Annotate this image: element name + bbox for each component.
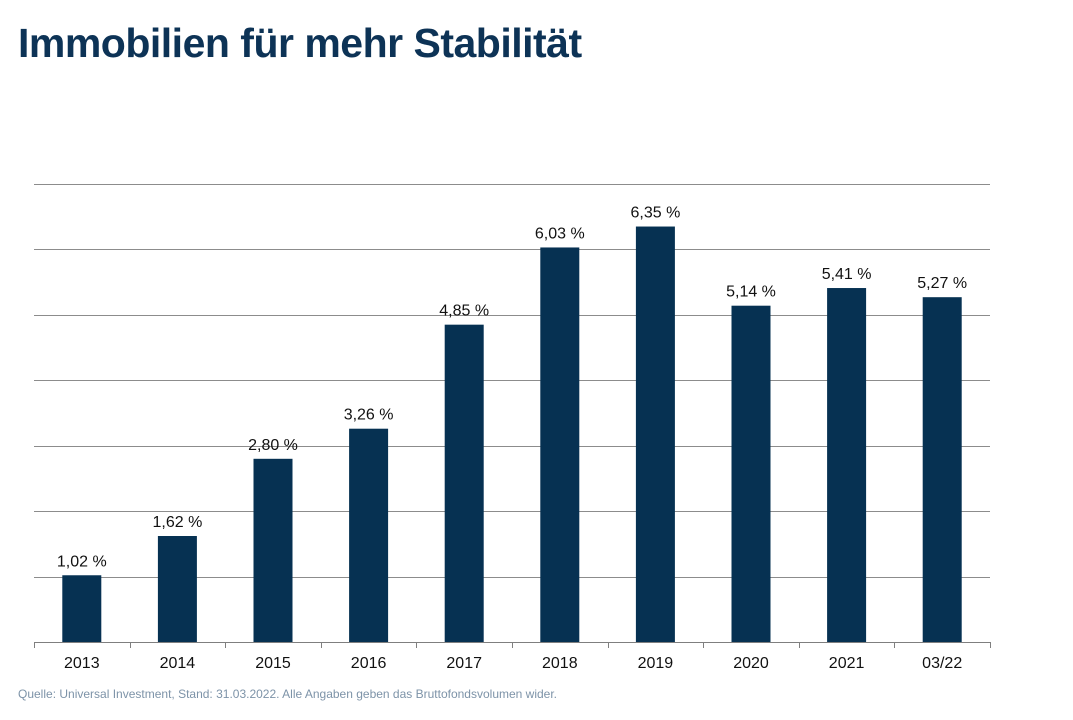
bar [540,247,580,643]
source-footnote: Quelle: Universal Investment, Stand: 31.… [18,687,558,701]
data-label: 2,80 % [248,437,298,454]
bars [62,226,962,643]
bar [157,536,197,642]
x-tick-label: 03/22 [922,655,962,672]
x-tick-label: 2017 [446,655,482,672]
data-label: 1,62 % [152,514,202,531]
x-tick-label: 2019 [638,655,674,672]
data-label: 5,41 % [822,266,872,283]
page-title: Immobilien für mehr Stabilität [18,20,582,66]
bar [349,428,389,642]
bar [827,288,867,642]
data-label: 6,35 % [630,205,680,222]
data-label: 5,14 % [726,284,776,301]
bar-chart: 1,02 % 1,62 % 2,80 % 3,26 % 4,85 % 6,03 % 6,35… [34,184,991,672]
data-label: 3,26 % [344,407,394,424]
x-axis: 2013 2014 2015 2016 2017 2018 2019 2020 2021 03/2… [34,642,991,672]
x-tick-label: 2020 [733,655,769,672]
x-tick-label: 2014 [160,655,196,672]
data-label: 1,02 % [57,553,107,570]
bar [922,297,962,642]
bar [253,458,293,642]
x-tick-label: 2021 [829,655,865,672]
x-tick-label: 2018 [542,655,578,672]
data-label: 5,27 % [917,275,967,292]
x-tick-label: 2015 [255,655,291,672]
x-tick-label: 2013 [64,655,100,672]
bar [731,305,771,642]
data-label: 4,85 % [439,303,489,320]
x-tick-label: 2016 [351,655,387,672]
data-labels: 1,02 % 1,62 % 2,80 % 3,26 % 4,85 % 6,03 % 6,35… [57,205,967,571]
bar [62,575,102,642]
bar [635,226,675,642]
bar [444,324,484,642]
data-label: 6,03 % [535,225,585,242]
